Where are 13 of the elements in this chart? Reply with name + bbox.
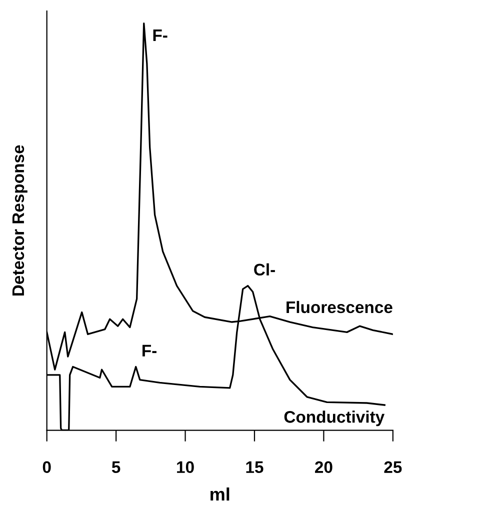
x-tick-label: 25 (384, 461, 402, 474)
x-tick-label: 15 (246, 461, 264, 474)
y-axis-title: Detector Response (12, 145, 28, 296)
x-tick-label: 10 (177, 461, 194, 474)
series-label: Fluorescence (286, 300, 392, 314)
annotation: F- (153, 29, 168, 41)
x-tick-label: 0 (42, 461, 51, 474)
x-tick-label: 5 (112, 461, 120, 474)
series-label: Conductivity (284, 410, 385, 426)
annotation: F- (142, 344, 156, 356)
x-axis-title: ml (210, 487, 230, 501)
annotation: Cl- (254, 263, 275, 276)
x-tick-label: 20 (315, 461, 332, 474)
